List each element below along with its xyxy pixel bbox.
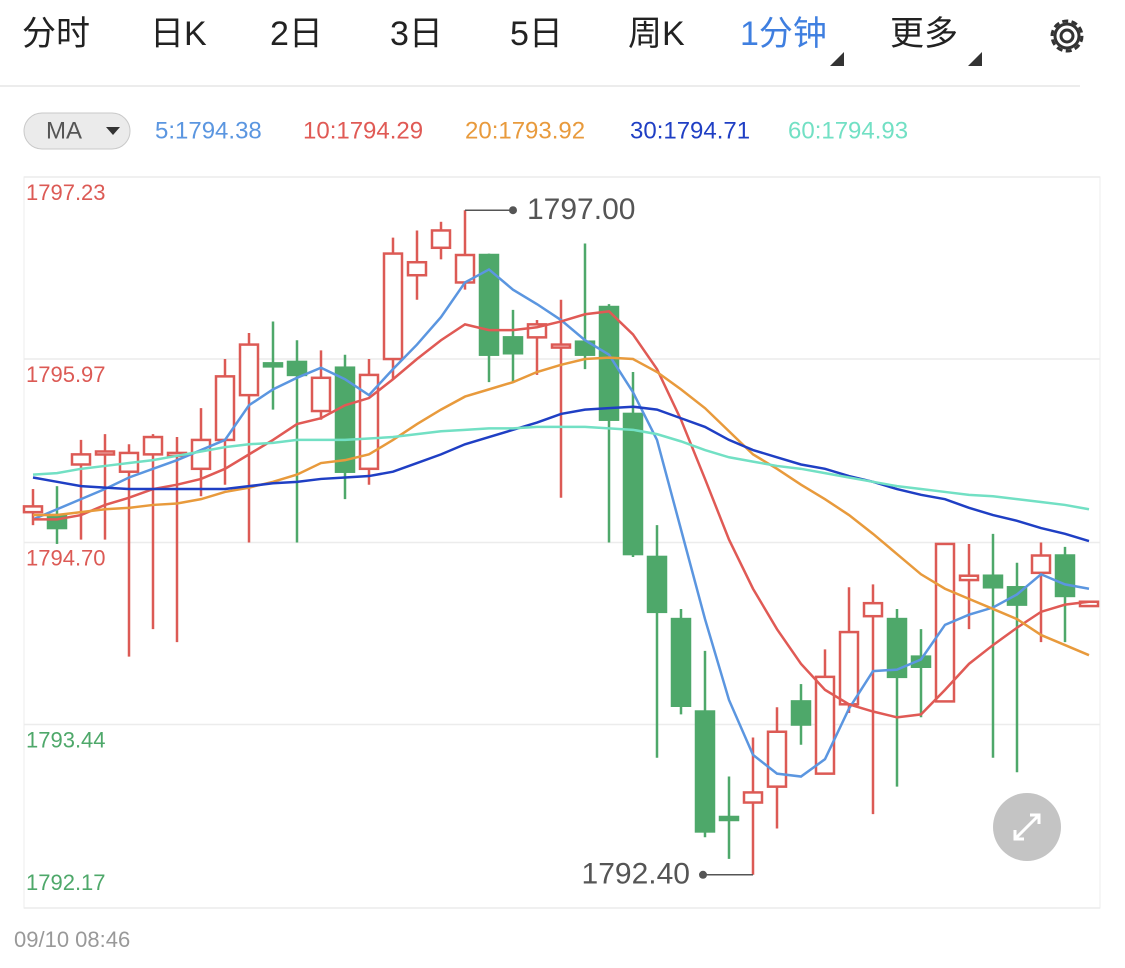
tab[interactable]: 1分钟 (740, 15, 827, 53)
candle-body (286, 360, 308, 377)
candle-body (958, 574, 980, 582)
candle-body (238, 343, 260, 397)
legend-entry: 30:1794.71 (630, 117, 750, 144)
candle-body (262, 362, 284, 368)
candle-body (190, 438, 212, 471)
tab[interactable]: 周K (628, 15, 685, 53)
candle-body (694, 710, 716, 833)
candle-body (1054, 554, 1076, 598)
legend-entry: 5:1794.38 (155, 117, 262, 144)
annotation-label: 1797.00 (527, 193, 635, 226)
candle-body (142, 435, 164, 456)
expand-icon (1013, 813, 1041, 841)
candle-body (910, 655, 932, 668)
candle-body (94, 450, 116, 456)
candle-body (502, 336, 524, 355)
tab[interactable]: 2日 (270, 15, 323, 53)
candle-body (742, 791, 764, 804)
candle-body (1030, 554, 1052, 575)
candle-body (406, 260, 428, 277)
tab[interactable]: 更多 (890, 15, 958, 53)
tab-dropdown-mark (830, 52, 844, 66)
dropdown-arrow (106, 127, 120, 135)
ma-line (32, 405, 1090, 543)
candle-body (934, 542, 956, 703)
indicator-button[interactable] (23, 112, 131, 150)
annotation-label: 1792.40 (582, 858, 690, 891)
x-tick-label: 09/10 08:46 (14, 927, 130, 952)
candle-body (646, 555, 668, 614)
tab[interactable]: 日K (150, 15, 207, 53)
candle-body (598, 305, 620, 421)
settings-icon[interactable] (1050, 19, 1084, 53)
candle-body (790, 700, 812, 726)
candle-body (886, 617, 908, 679)
legend-entry: 10:1794.29 (303, 117, 423, 144)
candle-body (70, 453, 92, 466)
y-tick-label: 1795.97 (26, 362, 106, 387)
candle-body (982, 574, 1004, 589)
y-tick-label: 1797.23 (26, 180, 106, 205)
candle-body (382, 252, 404, 361)
candle-body (430, 229, 452, 250)
legend-entry: 60:1794.93 (788, 117, 908, 144)
ma-line (32, 267, 1090, 778)
ma-line (32, 425, 1090, 511)
tab[interactable]: 分时 (22, 15, 90, 53)
y-tick-label: 1793.44 (26, 727, 106, 752)
legend-entry: 20:1793.92 (465, 117, 585, 144)
y-tick-label: 1794.70 (26, 545, 106, 570)
candle-body (550, 343, 572, 349)
indicator-label: MA (46, 117, 82, 144)
annotation-dot (509, 206, 517, 215)
candle-body (310, 376, 332, 413)
ma-line (33, 356, 1090, 657)
tab-dropdown-mark (968, 52, 982, 66)
candle-body (622, 412, 644, 556)
ma-line (33, 310, 1090, 719)
candle-body (22, 505, 44, 514)
candle-body (670, 617, 692, 707)
candle-body (766, 730, 788, 788)
candle-body (862, 601, 884, 618)
tab[interactable]: 5日 (510, 15, 563, 53)
tab[interactable]: 3日 (390, 15, 443, 53)
candle-body (838, 630, 860, 706)
annotation-dot (699, 870, 707, 879)
y-tick-label: 1792.17 (26, 870, 106, 895)
candle-body (334, 366, 356, 473)
candle-body (718, 815, 740, 822)
